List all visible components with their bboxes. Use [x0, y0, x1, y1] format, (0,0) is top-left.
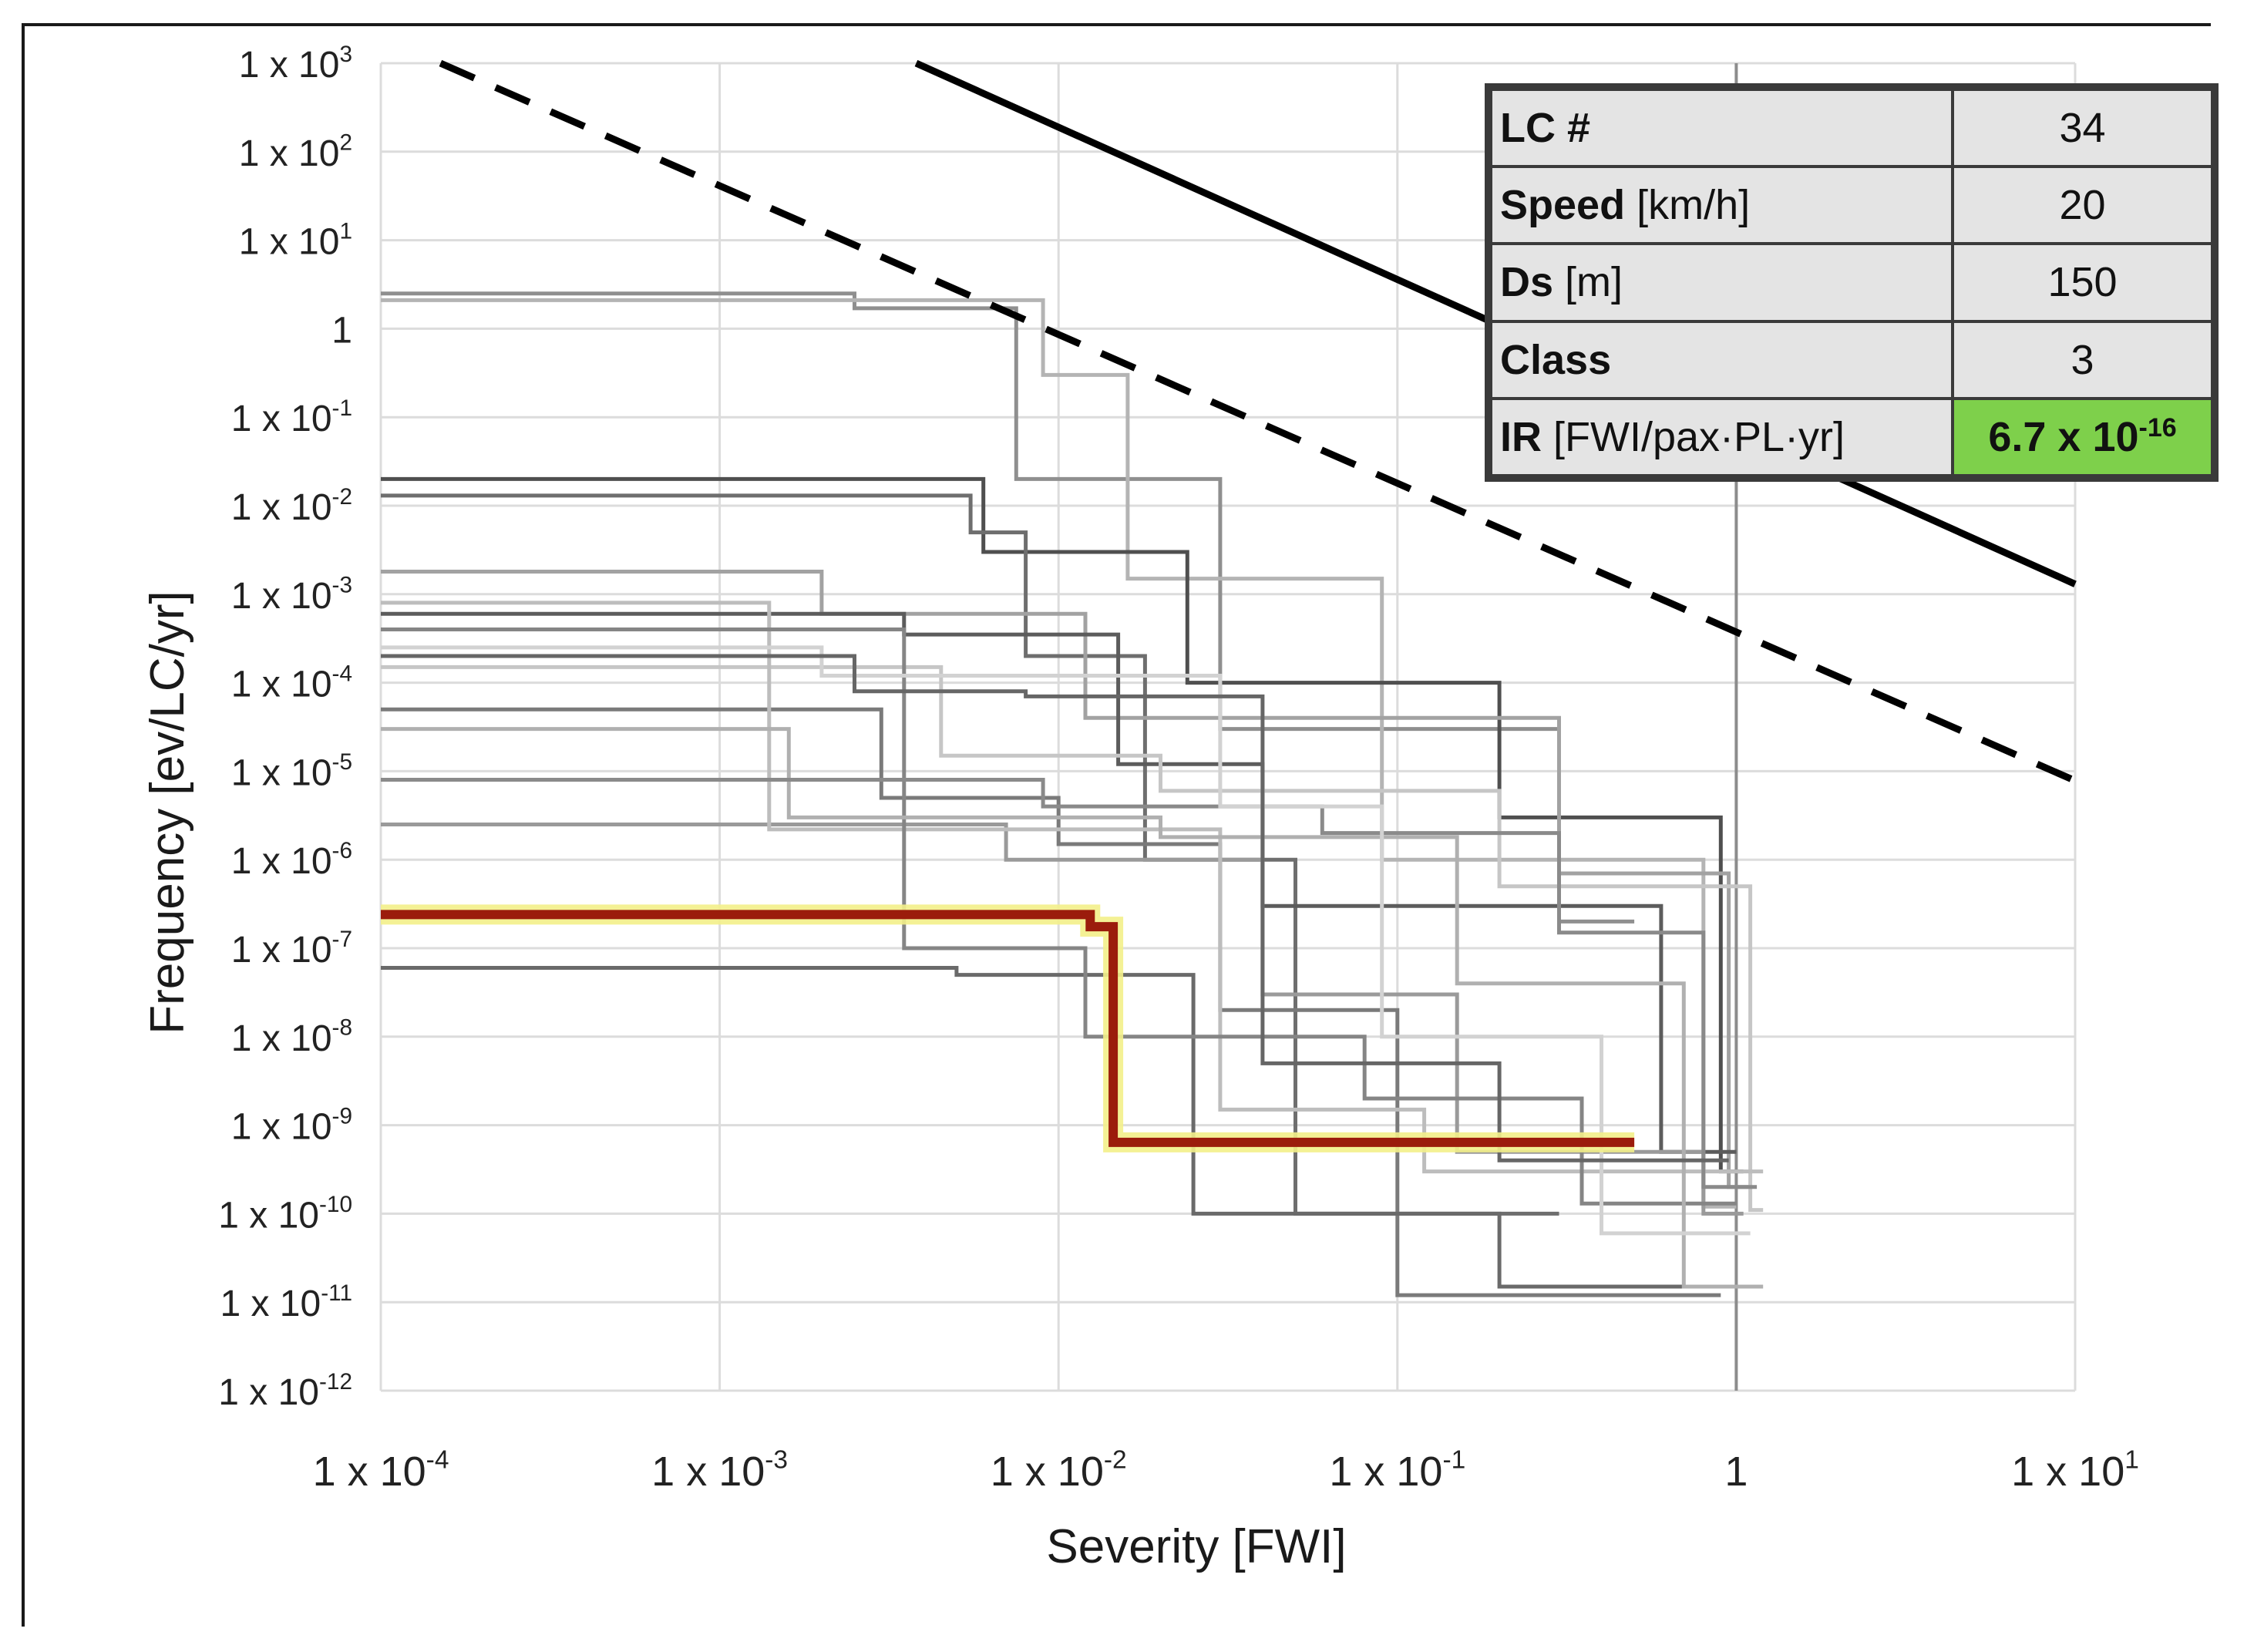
tick-label: 1 x 10-3	[231, 573, 352, 617]
background-series-10	[381, 966, 1737, 1289]
table-row-ir: IR [FWI/pax·PL·yr] 6.7 x 10-16	[1489, 396, 2214, 478]
background-series-14	[381, 778, 1758, 1189]
background-series-13	[381, 727, 1764, 1289]
tick-label: 1 x 10-6	[231, 838, 352, 882]
y-tick-labels: 1 x 103 1 x 102 1 x 101 1 1 x 10-1 1 x 10-2 1 …	[218, 42, 352, 1413]
tick-label: 1 x 10-5	[231, 749, 352, 793]
lc-value-cell: 34	[1951, 87, 2214, 169]
tick-label: 1 x 103	[239, 42, 352, 86]
ir-value-cell: 6.7 x 10-16	[1951, 396, 2214, 478]
background-series-3	[381, 476, 1744, 1174]
highlighted-series-group	[381, 904, 1635, 1152]
x-axis-title: Severity [FWI]	[1046, 1520, 1346, 1573]
ds-value-cell: 150	[1951, 242, 2214, 323]
background-series-11	[381, 601, 1764, 1174]
tick-label: 1 x 10-11	[220, 1280, 352, 1324]
speed-value-cell: 20	[1951, 165, 2214, 246]
ds-label-cell: Ds [m]	[1489, 242, 1954, 323]
tick-label: 1 x 10-10	[218, 1192, 352, 1236]
tick-label: 1 x 10-1	[231, 395, 352, 439]
background-series-5	[381, 570, 1751, 1189]
speed-label-cell: Speed [km/h]	[1489, 165, 1954, 246]
table-row-lc: LC # 34	[1489, 87, 2214, 169]
lc-info-table: LC # 34 Speed [km/h] 20 Ds [m] 150 Class…	[1485, 83, 2219, 482]
tick-label: 1 x 10-9	[231, 1103, 352, 1147]
x-tick-labels: 1 x 10-4 1 x 10-3 1 x 10-2 1 x 10-1 1 1 x 101	[313, 1445, 2139, 1495]
background-series-6	[381, 611, 1737, 1154]
tick-label: 1 x 10-7	[231, 927, 352, 971]
highlighted-series-line	[381, 910, 1635, 1147]
background-series-8	[381, 707, 1721, 1297]
lc-label-cell: LC #	[1489, 87, 1954, 169]
tick-label: 1 x 10-2	[991, 1445, 1127, 1495]
tick-label: 1 x 10-2	[231, 484, 352, 528]
tick-label: 1 x 102	[239, 130, 352, 174]
tick-label: 1 x 10-4	[231, 661, 352, 705]
class-label-cell: Class	[1489, 319, 1954, 400]
tick-label: 1 x 10-4	[313, 1445, 449, 1495]
class-value-cell: 3	[1951, 319, 2214, 400]
tick-label: 1 x 10-12	[218, 1369, 352, 1413]
tick-label: 1 x 101	[239, 218, 352, 262]
tick-label: 1 x 101	[2011, 1445, 2139, 1495]
tick-label: 1 x 10-1	[1329, 1445, 1465, 1495]
tick-label: 1	[331, 310, 352, 351]
table-row-speed: Speed [km/h] 20	[1489, 165, 2214, 246]
background-series-7	[381, 665, 1764, 1213]
tick-label: 1	[1724, 1448, 1748, 1495]
table-row-ds: Ds [m] 150	[1489, 242, 2214, 323]
background-series-group	[381, 291, 1764, 1297]
ir-label-cell: IR [FWI/pax·PL·yr]	[1489, 396, 1954, 478]
tick-label: 1 x 10-3	[651, 1445, 788, 1495]
table-row-class: Class 3	[1489, 319, 2214, 400]
tick-label: 1 x 10-8	[231, 1015, 352, 1059]
figure-frame: 1 x 103 1 x 102 1 x 101 1 1 x 10-1 1 x 10-2 1 …	[22, 23, 2219, 1630]
y-axis-title: Frequency [ev/LC/yr]	[141, 590, 194, 1034]
background-series-16	[381, 654, 1729, 1162]
